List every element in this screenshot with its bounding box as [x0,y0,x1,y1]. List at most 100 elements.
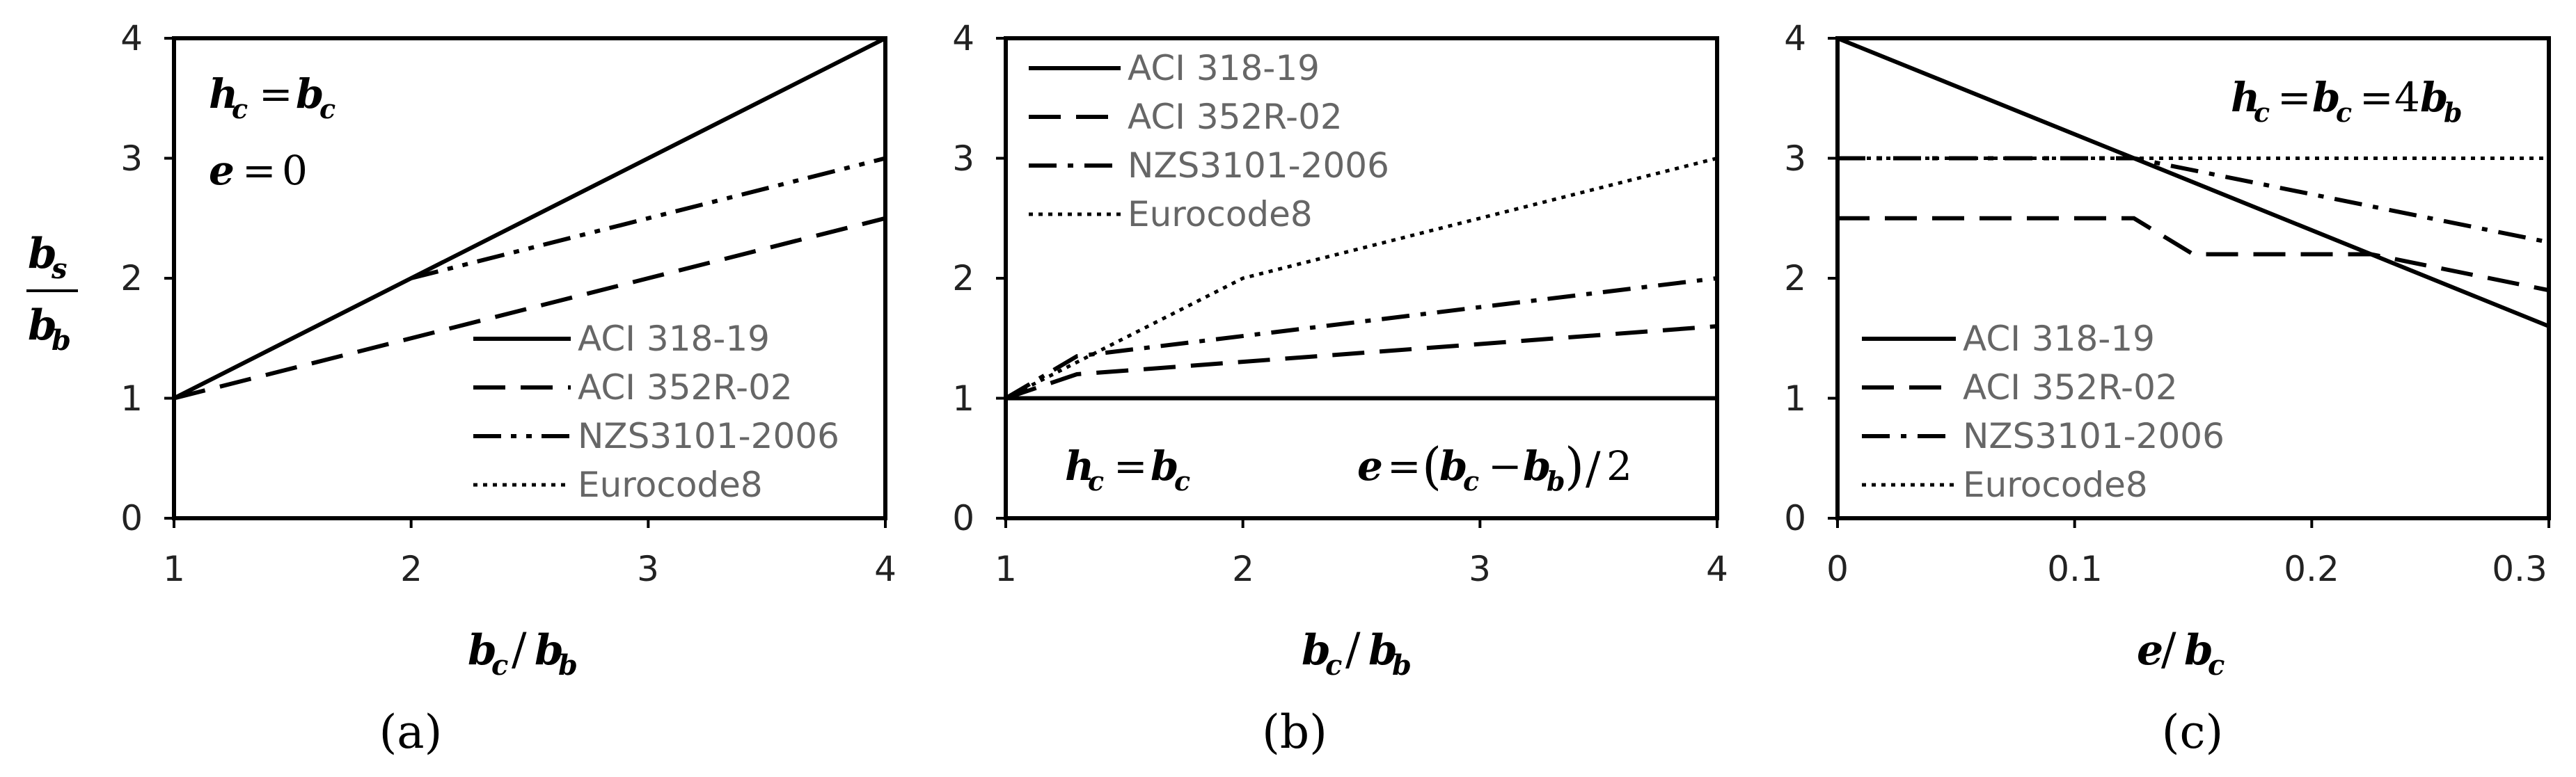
panel-label-a: (a) [379,705,443,759]
svg-text:b: b [52,324,71,357]
y-tick-label: 3 [120,138,143,179]
y-tick-label: 0 [120,498,143,538]
plot-area-c [1828,36,2550,528]
series-line-aci-318-19 [1836,36,2550,328]
plot-area-a [164,36,887,528]
svg-text:c: c [319,93,335,125]
annotation-e-eq-bc-minus-bb-over-2: e = ( b c − b b ) / 2 [1357,437,1632,497]
svg-text:/: / [1345,624,1361,675]
legend-label-aci352: ACI 352R-02 [1128,97,1343,137]
x-tick-label: 1 [995,549,1017,589]
svg-text:c: c [491,649,508,682]
svg-text:(: ( [1422,437,1441,495]
series-line-nzs3101-2006 [1838,156,2550,245]
svg-text:c: c [1088,465,1104,497]
annotation-hc-eq-bc: h c = b c [209,70,335,125]
panel-b: 4 3 2 1 0 1 2 3 4 b c / b b ACI 318-19 A… [952,18,1728,759]
x-tick-label: 3 [1469,549,1491,589]
svg-text:=: = [2277,74,2312,121]
x-axis-label: b c / b b [468,624,578,682]
svg-text:e: e [209,147,235,194]
x-axis-label: b c / b b [1302,624,1412,682]
y-tick-label: 1 [1784,378,1806,419]
svg-text:b: b [2444,97,2463,128]
svg-text:b: b [28,230,57,278]
y-axis-label: b s b b [26,230,78,357]
x-axis-label: e / b c [2137,624,2225,682]
legend-c: ACI 318-19 ACI 352R-02 NZS3101-2006 Euro… [1862,319,2225,505]
series-line-aci-352r-02 [1005,324,1718,401]
svg-text:=: = [1387,442,1421,490]
svg-text:b: b [1439,442,1468,490]
legend-label-nzs3101: NZS3101-2006 [1963,416,2225,456]
svg-text:b: b [1392,649,1412,682]
svg-text:h: h [2231,74,2260,121]
svg-text:=: = [2360,74,2394,121]
svg-text:b: b [296,70,324,118]
panel-label-c: (c) [2162,705,2223,759]
svg-text:b: b [2312,74,2341,121]
legend-label-eurocode8: Eurocode8 [1128,194,1313,234]
svg-text:c: c [1325,649,1342,682]
svg-text:c: c [2208,649,2225,682]
svg-text:2: 2 [1606,442,1632,490]
y-tick-label: 0 [1784,498,1806,538]
svg-text:h: h [1065,442,1094,490]
svg-text:/: / [1586,443,1601,495]
y-tick-label: 3 [952,138,974,179]
svg-text:b: b [2420,74,2449,121]
svg-text:b: b [28,301,57,350]
y-tick-label: 2 [952,258,974,298]
panel-label-b: (b) [1262,705,1327,759]
y-tick-label: 3 [1784,138,1806,179]
x-tick-label: 0.2 [2284,549,2339,589]
x-tick-label: 3 [637,549,659,589]
annotation-hc-eq-bc-eq-4bb: h c = b c = 4 b b [2231,74,2463,128]
svg-text:s: s [51,253,68,285]
y-tick-label: 0 [952,498,974,538]
svg-text:b: b [1547,465,1565,497]
svg-text:b: b [558,649,578,682]
legend-label-nzs3101: NZS3101-2006 [578,416,839,456]
svg-text:c: c [1174,465,1190,497]
series-line-nzs3101-2006 [410,156,886,280]
y-tick-label: 4 [1784,18,1806,58]
legend-label-nzs3101: NZS3101-2006 [1128,145,1389,186]
annotation-hc-eq-bc: h c = b c [1065,442,1190,497]
series-line-aci-352r-02 [173,216,886,401]
svg-text:): ) [1565,437,1584,495]
svg-text:=: = [242,147,276,194]
legend-label-aci318: ACI 318-19 [1128,48,1320,88]
svg-text:b: b [2184,626,2213,675]
x-tick-label: 2 [400,549,422,589]
svg-text:b: b [468,626,497,675]
y-tick-label: 2 [120,258,143,298]
svg-text:c: c [232,93,248,125]
svg-text:c: c [2336,97,2352,128]
series-line-aci-318-19 [173,36,887,401]
svg-text:e: e [2137,626,2163,675]
legend-label-eurocode8: Eurocode8 [578,465,763,505]
series-line-eurocode8 [1004,157,1718,400]
y-tick-label: 1 [120,378,143,419]
legend-label-aci352: ACI 352R-02 [578,367,793,408]
x-tick-label: 0.3 [2492,549,2547,589]
x-tick-label: 2 [1232,549,1254,589]
svg-text:c: c [1463,465,1479,497]
svg-text:b: b [1368,626,1398,675]
svg-text:b: b [1523,442,1551,490]
svg-text:4: 4 [2394,74,2420,121]
series-line-aci-352r-02 [1838,216,2550,293]
x-tick-label: 0 [1826,549,1849,589]
legend-label-aci318: ACI 318-19 [578,319,770,359]
svg-text:b: b [535,626,564,675]
svg-text:b: b [1151,442,1179,490]
svg-text:e: e [1357,442,1383,490]
y-tick-label: 4 [120,18,143,58]
legend-label-aci352: ACI 352R-02 [1963,367,2178,408]
series-line-nzs3101-2006 [1004,276,1718,401]
svg-text:/: / [512,624,527,675]
panel-c: 4 3 2 1 0 0 0.1 0.2 0.3 e / b c h c = b … [1784,18,2551,759]
svg-text:/: / [2161,624,2176,675]
svg-text:=: = [259,70,293,118]
